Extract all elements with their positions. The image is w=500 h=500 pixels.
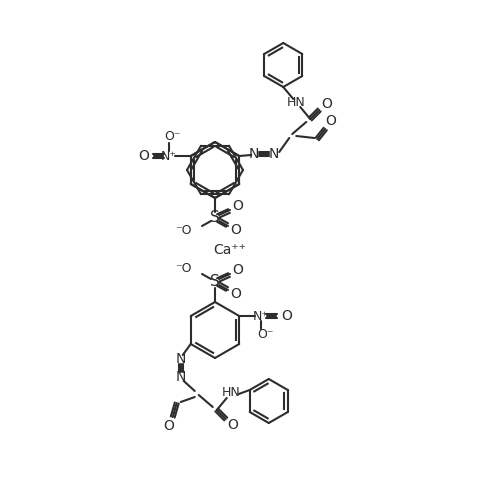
Text: O: O: [138, 149, 149, 163]
Text: O: O: [230, 287, 241, 301]
Text: Ca⁺⁺: Ca⁺⁺: [214, 243, 246, 257]
Text: N: N: [176, 352, 186, 366]
Text: O: O: [230, 223, 241, 237]
Text: O: O: [232, 263, 243, 277]
Text: O: O: [232, 199, 243, 213]
Text: HN: HN: [287, 96, 306, 108]
Text: S: S: [210, 210, 220, 226]
Text: O: O: [228, 418, 238, 432]
Text: N⁺: N⁺: [161, 150, 177, 162]
Text: N: N: [176, 370, 186, 384]
Text: O: O: [281, 309, 291, 323]
Text: O: O: [321, 97, 332, 111]
Text: N⁺: N⁺: [253, 310, 269, 322]
Text: O: O: [325, 114, 336, 128]
Text: O⁻: O⁻: [164, 130, 181, 143]
Text: O: O: [164, 419, 174, 433]
Text: ⁻O: ⁻O: [176, 262, 192, 274]
Text: S: S: [210, 274, 220, 289]
Text: N: N: [249, 147, 260, 161]
Text: N: N: [269, 147, 280, 161]
Text: O⁻: O⁻: [257, 328, 274, 342]
Text: HN: HN: [222, 386, 240, 400]
Text: ⁻O: ⁻O: [176, 224, 192, 236]
